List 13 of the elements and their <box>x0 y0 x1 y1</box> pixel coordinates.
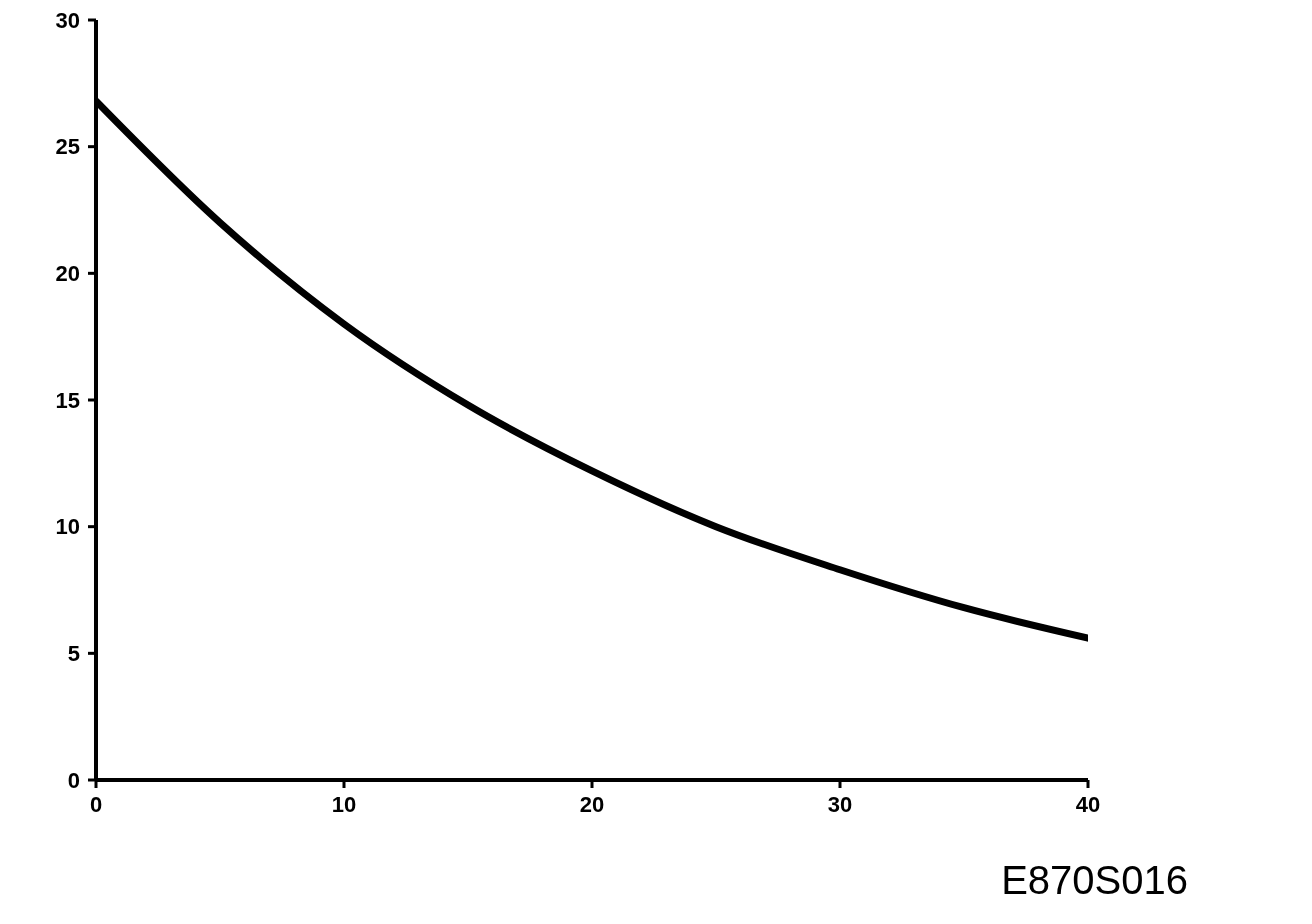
x-tick-label: 30 <box>827 791 853 817</box>
y-tick-label: 10 <box>55 514 80 540</box>
y-tick-label: 5 <box>67 641 80 667</box>
y-tick-label: 25 <box>55 134 80 160</box>
y-tick-label: 20 <box>55 261 80 287</box>
x-tick-label: 20 <box>579 791 605 817</box>
x-tick-label: 10 <box>331 791 357 817</box>
y-tick-label: 0 <box>67 767 80 793</box>
x-tick-label: 40 <box>1075 791 1101 817</box>
y-tick-label: 30 <box>55 7 80 33</box>
text: E870S016 <box>1001 858 1188 903</box>
y-tick-label: 15 <box>55 387 80 413</box>
x-tick-label: 0 <box>89 791 103 817</box>
